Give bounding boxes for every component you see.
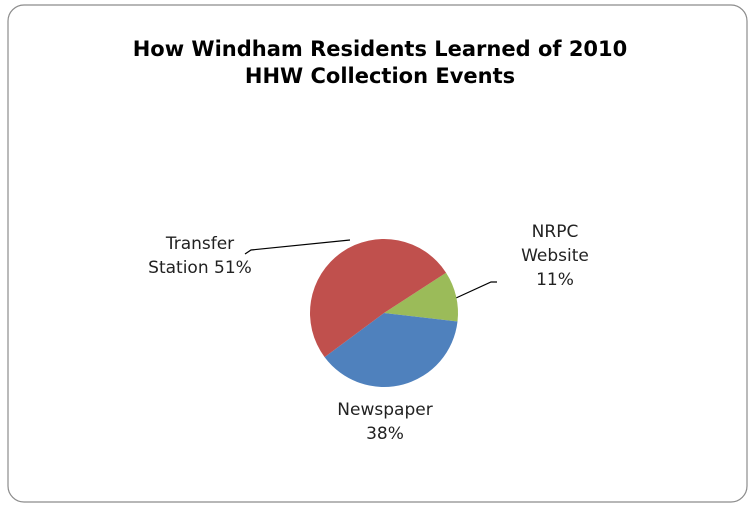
label-name: NRPC Website (521, 222, 589, 266)
pie-slice (384, 272, 458, 322)
pie-slice (309, 238, 447, 358)
data-label: Newspaper 38% (330, 398, 440, 446)
label-value: 38% (366, 424, 404, 444)
label-name: Newspaper (337, 400, 433, 420)
data-label: Transfer Station 51% (140, 232, 260, 280)
label-value: 51% (214, 258, 252, 278)
data-label: NRPC Website 11% (515, 220, 595, 292)
chart-title: How Windham Residents Learned of 2010 HH… (132, 37, 628, 88)
leader-line (455, 281, 497, 299)
leader-line (244, 239, 351, 255)
pie-slice (324, 313, 458, 387)
label-name: Transfer Station (148, 234, 235, 278)
label-value: 11% (536, 270, 574, 290)
